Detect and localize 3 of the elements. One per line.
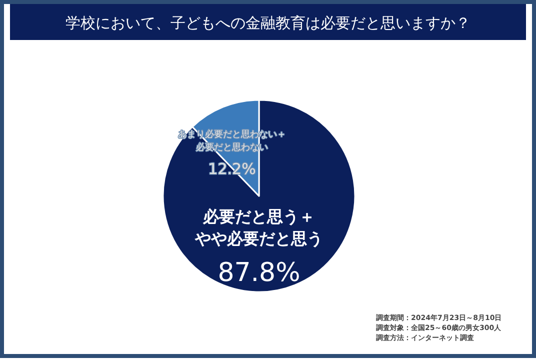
chart-title: 学校において、子どもへの金融教育は必要だと思いますか？ [66, 14, 470, 32]
slice-label: 必要だと思う＋やや必要だと思う [194, 207, 323, 248]
data-label: 87.8% [218, 258, 300, 288]
